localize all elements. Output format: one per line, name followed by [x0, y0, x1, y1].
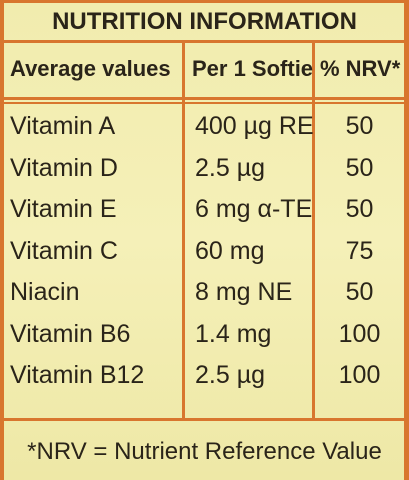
table-cell: 50 [345, 153, 374, 182]
border [0, 40, 409, 43]
table-cell: Vitamin E [10, 195, 117, 223]
table-cell: Niacin [10, 278, 80, 306]
table-cell: 2.5 µg [195, 361, 266, 389]
table-cell: 50 [345, 195, 374, 223]
table-cell: Vitamin B12 [10, 361, 145, 389]
border [0, 418, 409, 421]
table-cell: 50 [345, 278, 374, 306]
column-header: Average values [10, 56, 171, 81]
table-cell: 8 mg NE [195, 278, 293, 306]
table-cell: 60 mg [195, 236, 265, 265]
table-cell: 100 [338, 319, 381, 348]
table-cell: 1.4 mg [195, 319, 272, 348]
table-cell: Vitamin A [10, 112, 116, 140]
column-header: Per 1 Softie [192, 56, 314, 81]
table-cell: 50 [345, 112, 374, 140]
border [404, 0, 409, 480]
border [0, 0, 4, 480]
table-cell: 2.5 µg [195, 153, 266, 182]
table-cell: Vitamin C [10, 236, 118, 265]
footnote: *NRV = Nutrient Reference Value [27, 438, 382, 465]
table-cell: 100 [338, 361, 381, 389]
column-header: % NRV* [320, 56, 401, 81]
border [182, 40, 185, 420]
border [0, 102, 409, 104]
table-cell: Vitamin B6 [10, 319, 131, 348]
border [0, 0, 409, 3]
title: NUTRITION INFORMATION [52, 8, 357, 35]
border [312, 40, 315, 420]
table-cell: 6 mg α-TE [195, 195, 313, 223]
table-cell: 400 µg RE [195, 112, 314, 140]
table-cell: Vitamin D [10, 153, 118, 182]
border [0, 97, 409, 100]
table-cell: 75 [345, 236, 374, 265]
